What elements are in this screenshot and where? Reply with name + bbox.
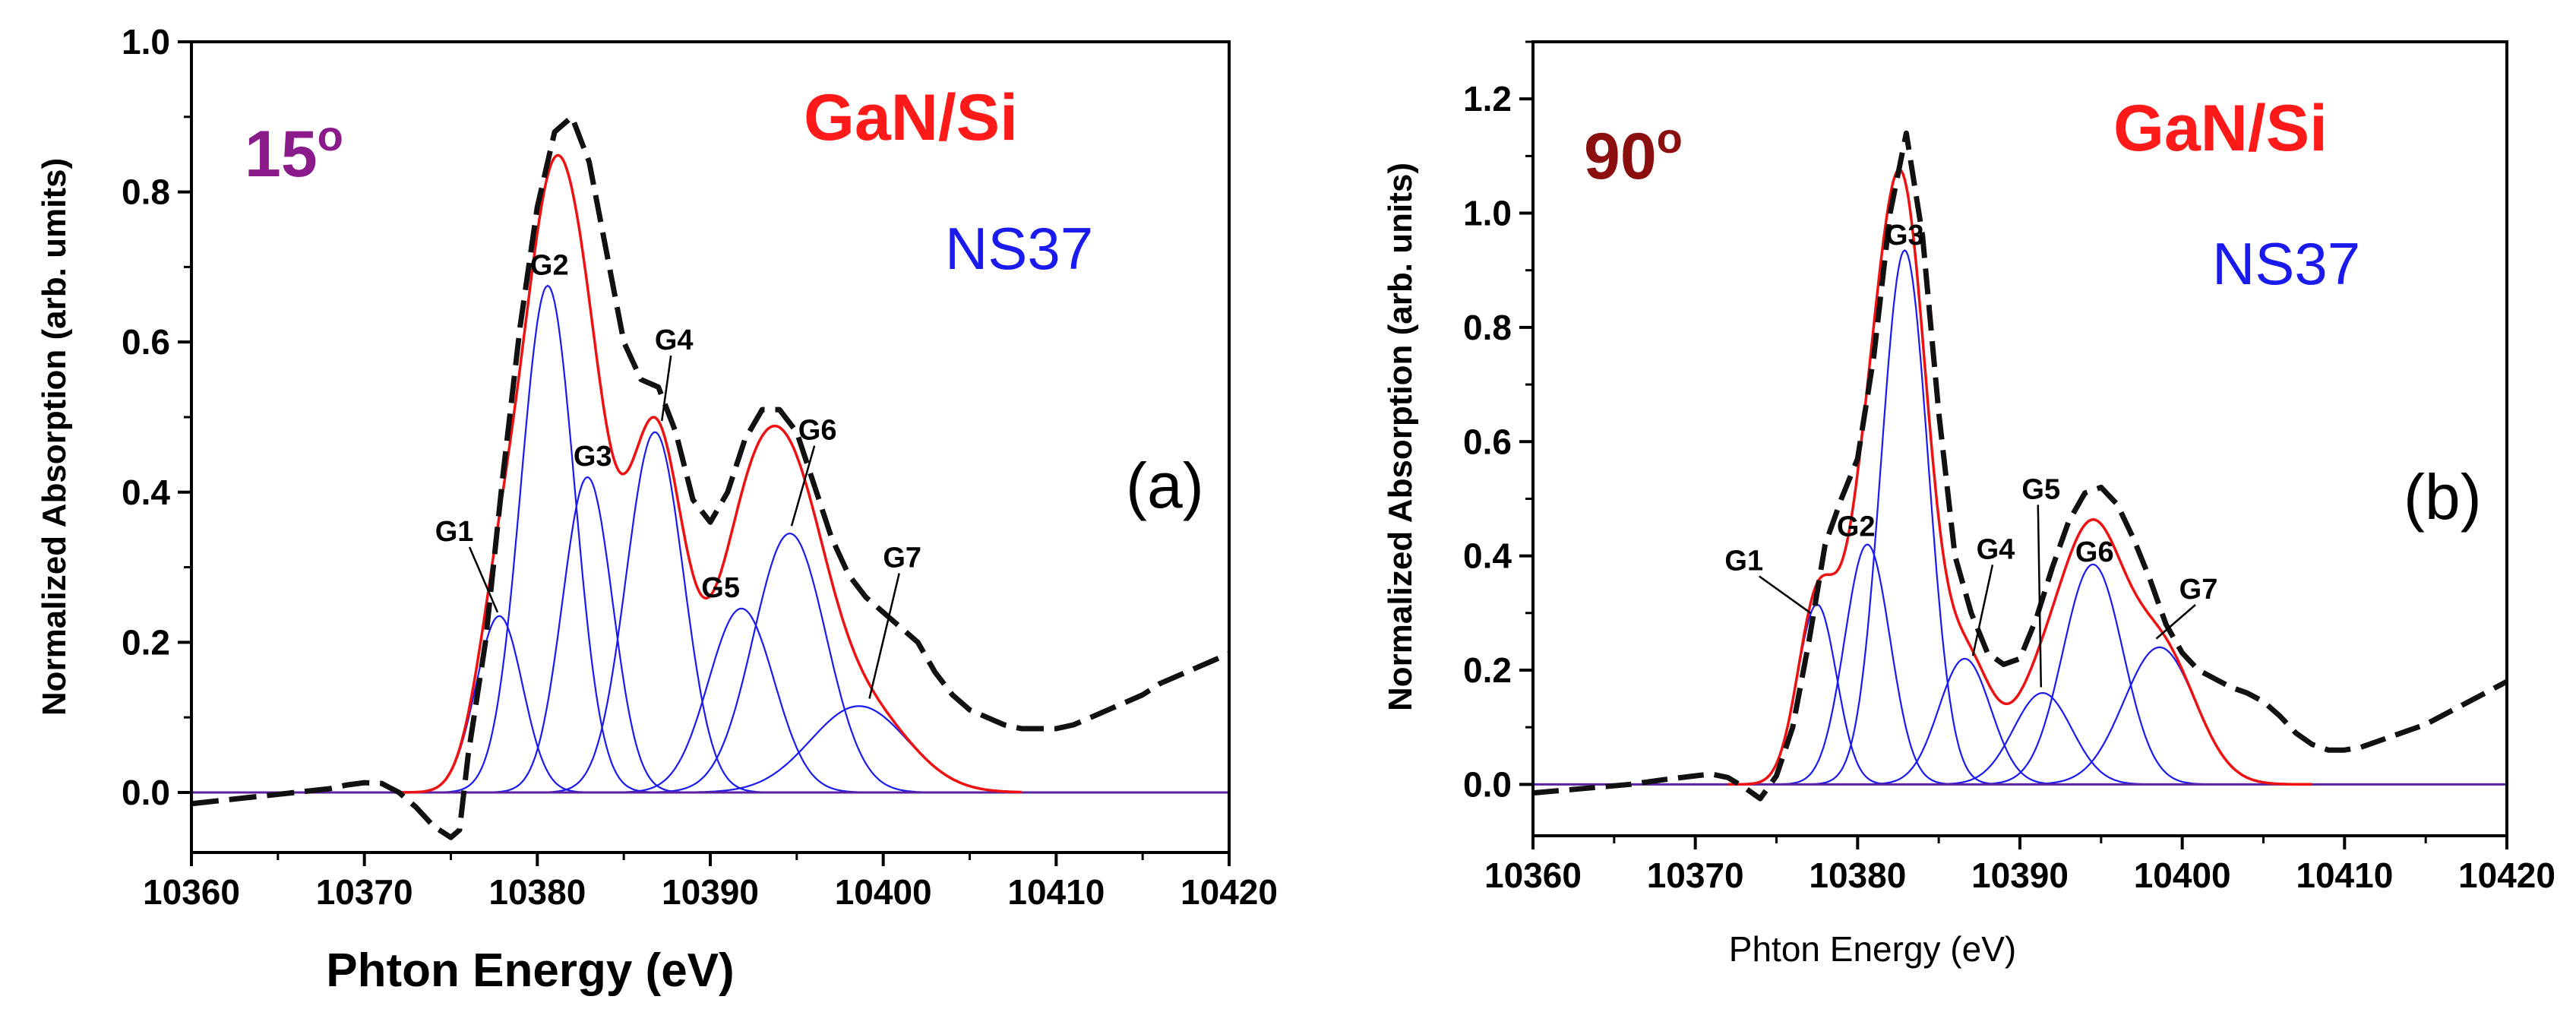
panel-b-letter: (b) <box>2404 461 2482 533</box>
panel-a-component-g2 <box>191 284 1022 794</box>
panel-b-sample-label: GaN/Si <box>2113 92 2328 165</box>
panel-a-label-g6: G6 <box>798 415 837 447</box>
panel-a-y-tick-label: 0.8 <box>122 172 170 212</box>
panel-b-angle-label: 90o <box>1584 114 1683 193</box>
panel-a-label-g1: G1 <box>435 516 474 548</box>
panel-a-experiment <box>191 114 1231 840</box>
panel-a-label-g7: G7 <box>883 542 921 574</box>
panel-b-subtitle: NS37 <box>2212 230 2360 297</box>
panel-b-label-g7: G7 <box>2179 574 2218 606</box>
panel-a-component-g5 <box>191 607 1022 794</box>
panel-b-label-g5: G5 <box>2021 473 2060 505</box>
panel-a-y-tick-label: 0.4 <box>122 473 170 512</box>
panel-a-leader-g7 <box>868 573 900 699</box>
panel-a-experiment-line <box>191 114 1231 840</box>
panel-a-angle-label: 15o <box>245 112 343 191</box>
panel-a-leader-g4 <box>661 355 672 422</box>
panel-a-x-tick-label: 10370 <box>316 872 413 912</box>
panel-b-label-g4: G4 <box>1977 533 2015 565</box>
panel-b-leader-g7 <box>2155 604 2196 640</box>
panel-a-y-tick-label: 1.0 <box>122 22 170 62</box>
panel-a-x-tick-label: 10410 <box>1007 872 1105 912</box>
panel-a-fit <box>399 153 1022 794</box>
panel-b-y-tick-label: 0.6 <box>1463 422 1512 461</box>
panel-b-y-tick-label: 0.0 <box>1463 764 1512 804</box>
panel-b-x-tick-label: 10400 <box>2134 856 2231 895</box>
panel-b-label-g6: G6 <box>2075 536 2114 568</box>
panel-a-label-g5: G5 <box>701 572 740 604</box>
panel-b-y-tick-label: 0.4 <box>1463 536 1512 576</box>
panel-b-experiment <box>1532 130 2508 802</box>
panel-a-x-tick-label: 10380 <box>488 872 586 912</box>
panel-b-label-g3: G3 <box>1885 220 1924 251</box>
panel-a-y-axis-label: Normalized Absorption (arb. umits) <box>36 158 73 716</box>
panel-b-x-axis-label: Phton Energy (eV) <box>1729 929 2016 969</box>
panel-a-x-tick-label: 10360 <box>143 872 240 912</box>
panel-b-y-tick-label: 0.8 <box>1463 308 1512 347</box>
panel-a-label-g3: G3 <box>574 441 612 473</box>
panel-b-component-g7 <box>1533 646 2312 786</box>
panel-a-fit-line <box>399 153 1022 794</box>
panel-b-component-g4 <box>1533 657 2312 786</box>
panel-b-leader-g5 <box>2037 505 2043 688</box>
panel-a-label-g2: G2 <box>530 249 569 281</box>
panel-a-leader-g6 <box>790 445 816 527</box>
panel-a-x-axis-label: Phton Energy (eV) <box>326 944 734 997</box>
panel-a-component-g4 <box>191 431 1022 794</box>
panel-b-x-tick-label: 10360 <box>1484 856 1582 895</box>
panel-b-component-g1 <box>1533 603 2312 786</box>
panel-b-leader-g4 <box>1971 565 1994 656</box>
panel-b-x-tick-label: 10410 <box>2296 856 2393 895</box>
panel-a-letter: (a) <box>1126 450 1204 521</box>
panel-b-ticks: 10360 10370 10380 10390 10400 10410 10420 0.0 0.… <box>1463 40 2555 895</box>
panel-b-x-tick-label: 10380 <box>1809 856 1906 895</box>
panel-a-ticks: 10360 10370 10380 10390 10400 10410 10420 0.0 0.… <box>122 22 1278 912</box>
panel-b-y-tick-label: 1.2 <box>1463 79 1512 119</box>
panel-a-plot-frame <box>190 40 1231 854</box>
panel-a-y-tick-label: 0.2 <box>122 622 170 662</box>
panel-b: 10360 10370 10380 10390 10400 10410 10420 0.0 0.… <box>1382 40 2555 969</box>
panel-a-x-tick-label: 10420 <box>1181 872 1278 912</box>
panel-a-label-g4: G4 <box>655 324 694 356</box>
panel-a-x-tick-label: 10390 <box>662 872 759 912</box>
panel-a-x-tick-label: 10400 <box>835 872 932 912</box>
panel-b-x-tick-label: 10420 <box>2458 856 2555 895</box>
panel-b-x-tick-label: 10390 <box>1971 856 2069 895</box>
panel-b-y-tick-label: 0.2 <box>1463 650 1512 690</box>
panel-a-y-tick-label: 0.0 <box>122 773 170 812</box>
panel-a-axes <box>190 40 1231 854</box>
panel-b-components <box>1533 248 2507 786</box>
panel-a-leader-g1 <box>468 546 499 613</box>
panel-a-y-tick-label: 0.6 <box>122 322 170 362</box>
panel-b-label-g2: G2 <box>1837 511 1876 542</box>
panel-b-fit-line <box>1727 168 2312 786</box>
panel-b-label-g1: G1 <box>1724 545 1763 577</box>
panel-b-y-axis-label: Normalized Absorption (arb. units) <box>1382 163 1419 711</box>
panel-b-y-tick-label: 1.0 <box>1463 194 1512 233</box>
panel-b-experiment-line <box>1532 130 2508 802</box>
panel-b-leader-g1 <box>1759 575 1812 614</box>
panel-a-component-labels: G1 G2 G3 G4 G5 G6 G7 <box>435 249 921 699</box>
panel-a-subtitle: NS37 <box>945 215 1093 282</box>
panel-b-x-tick-label: 10370 <box>1647 856 1744 895</box>
panel-a: 10360 10370 10380 10390 10400 10410 10420 0.0 0.… <box>36 22 1278 997</box>
panel-a-sample-label: GaN/Si <box>804 81 1018 154</box>
panel-a-components <box>191 284 1229 794</box>
panel-b-fit <box>1727 168 2312 786</box>
